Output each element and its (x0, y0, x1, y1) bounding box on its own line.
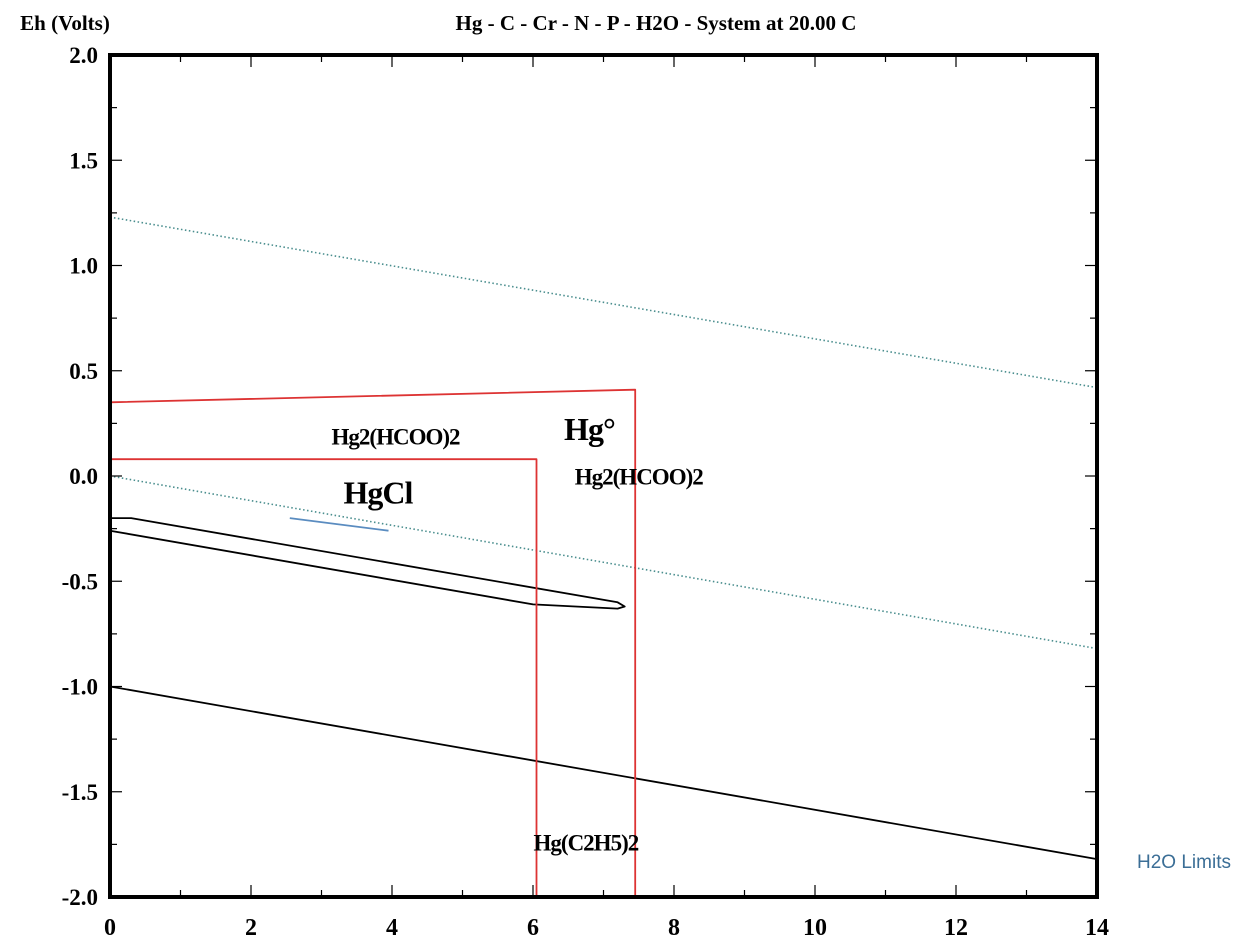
x-tick-label: 0 (104, 915, 116, 941)
x-tick-label: 6 (527, 915, 539, 941)
y-tick-label: -1.0 (62, 675, 98, 700)
y-tick-label: -1.5 (62, 780, 98, 805)
series-line-3 (109, 517, 626, 610)
region-label-4: Hg(C2H5)2 (534, 831, 639, 856)
series-line-2 (109, 685, 1098, 860)
series-line-0 (109, 216, 1098, 389)
region-label-2: Hg2(HCOO)2 (575, 464, 703, 489)
x-tick-label: 2 (245, 915, 257, 941)
y-tick-label: -2.0 (62, 885, 98, 910)
series-line-1 (109, 475, 1098, 650)
region-label-0: Hg2(HCOO)2 (332, 424, 460, 449)
series-line-6 (289, 517, 389, 532)
x-tick-label: 10 (803, 915, 827, 941)
series-line-4 (109, 388, 637, 897)
x-tick-label: 14 (1085, 915, 1109, 941)
legend-label: H2O Limits (1137, 852, 1231, 873)
x-tick-label: 12 (944, 915, 968, 941)
y-tick-label: -0.5 (62, 569, 98, 594)
chart-title: Hg - C - Cr - N - P - H2O - System at 20… (456, 11, 857, 35)
y-tick-label: 2.0 (69, 43, 98, 68)
y-tick-label: 0.5 (69, 359, 98, 384)
y-tick-label: 1.0 (69, 254, 98, 279)
y-tick-label: 0.0 (69, 464, 98, 489)
y-tick-label: 1.5 (69, 148, 98, 173)
x-tick-label: 4 (386, 915, 398, 941)
series-line-5 (110, 458, 538, 897)
region-label-1: Hg° (564, 411, 615, 447)
y-axis-label: Eh (Volts) (20, 11, 110, 35)
region-label-3: HgCl (343, 474, 413, 510)
plot-area: 0 2 4 6 8 10 12 14 2.0 1.5 1.0 0.5 0.0 -0.5 -1.0 -1.5 -2… (62, 43, 1109, 941)
x-tick-label: 8 (668, 915, 680, 941)
